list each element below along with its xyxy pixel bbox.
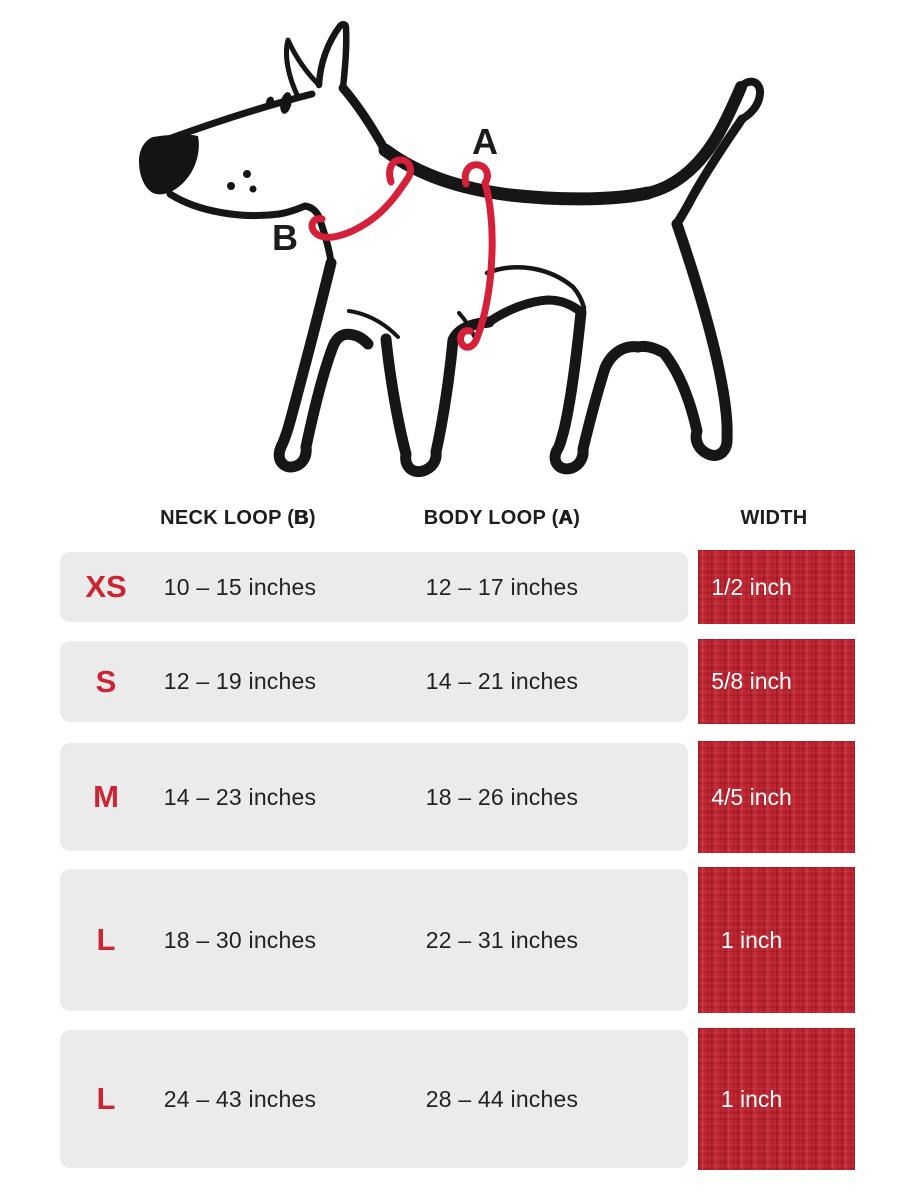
body-loop-value: 12 – 17 inches (425, 573, 579, 600)
size-row-xs: XS 10 – 15 inches 12 – 17 inches 1/2 inc… (60, 550, 805, 624)
neck-loop-b-curve (308, 156, 414, 241)
column-header-body-loop: BODY LOOP (A) (382, 505, 622, 531)
body-loop-a-curve (457, 161, 496, 351)
column-header-neck-loop: NECK LOOP (B) (118, 505, 358, 531)
size-row-xl: L 24 – 43 inches 28 – 44 inches 1 inch (60, 1028, 805, 1170)
body-loop-value: 18 – 26 inches (425, 783, 579, 810)
size-label: XS (85, 569, 127, 604)
body-header-close: ) (573, 507, 581, 529)
neck-header-text: NECK LOOP ( (160, 507, 295, 529)
neck-loop-value: 10 – 15 inches (163, 573, 317, 600)
column-header-width: WIDTH (740, 507, 808, 529)
body-header-letter: A (558, 507, 574, 529)
measuring-loops (308, 156, 496, 351)
size-label: S (95, 663, 117, 699)
neck-loop-value: 12 – 19 inches (163, 668, 317, 694)
muzzle-dots (227, 170, 257, 193)
neck-loop-value: 14 – 23 inches (163, 783, 317, 810)
body-loop-value: 14 – 21 inches (425, 668, 579, 694)
body-loop-value: 22 – 31 inches (425, 926, 579, 953)
body-loop-label-a: A (472, 121, 498, 162)
width-swatch: 1/2 inch (698, 550, 855, 624)
width-swatch: 4/5 inch (698, 741, 855, 853)
width-swatch: 1 inch (698, 1028, 855, 1170)
size-row-s: S 12 – 19 inches 14 – 21 inches 5/8 inch (60, 639, 805, 724)
size-label: M (93, 779, 119, 814)
neck-header-letter: B (294, 507, 309, 529)
size-row-m: M 14 – 23 inches 18 – 26 inches 4/5 inch (60, 741, 805, 853)
dog-nose (139, 134, 199, 195)
body-header-text: BODY LOOP ( (423, 507, 559, 529)
body-loop-value: 28 – 44 inches (425, 1085, 579, 1112)
dog-outline (162, 21, 764, 478)
dog-eye (265, 92, 292, 114)
width-swatch: 1 inch (698, 867, 855, 1013)
neck-loop-value: 18 – 30 inches (163, 926, 317, 953)
size-label: L (96, 922, 116, 957)
size-row-l: L 18 – 30 inches 22 – 31 inches 1 inch (60, 867, 805, 1013)
width-swatch: 5/8 inch (698, 639, 855, 724)
neck-loop-value: 24 – 43 inches (163, 1085, 317, 1112)
size-label: L (96, 1081, 116, 1116)
neck-loop-label-b: B (272, 217, 298, 258)
dog-measurement-diagram: A B (0, 0, 900, 500)
neck-header-close: ) (308, 507, 316, 529)
